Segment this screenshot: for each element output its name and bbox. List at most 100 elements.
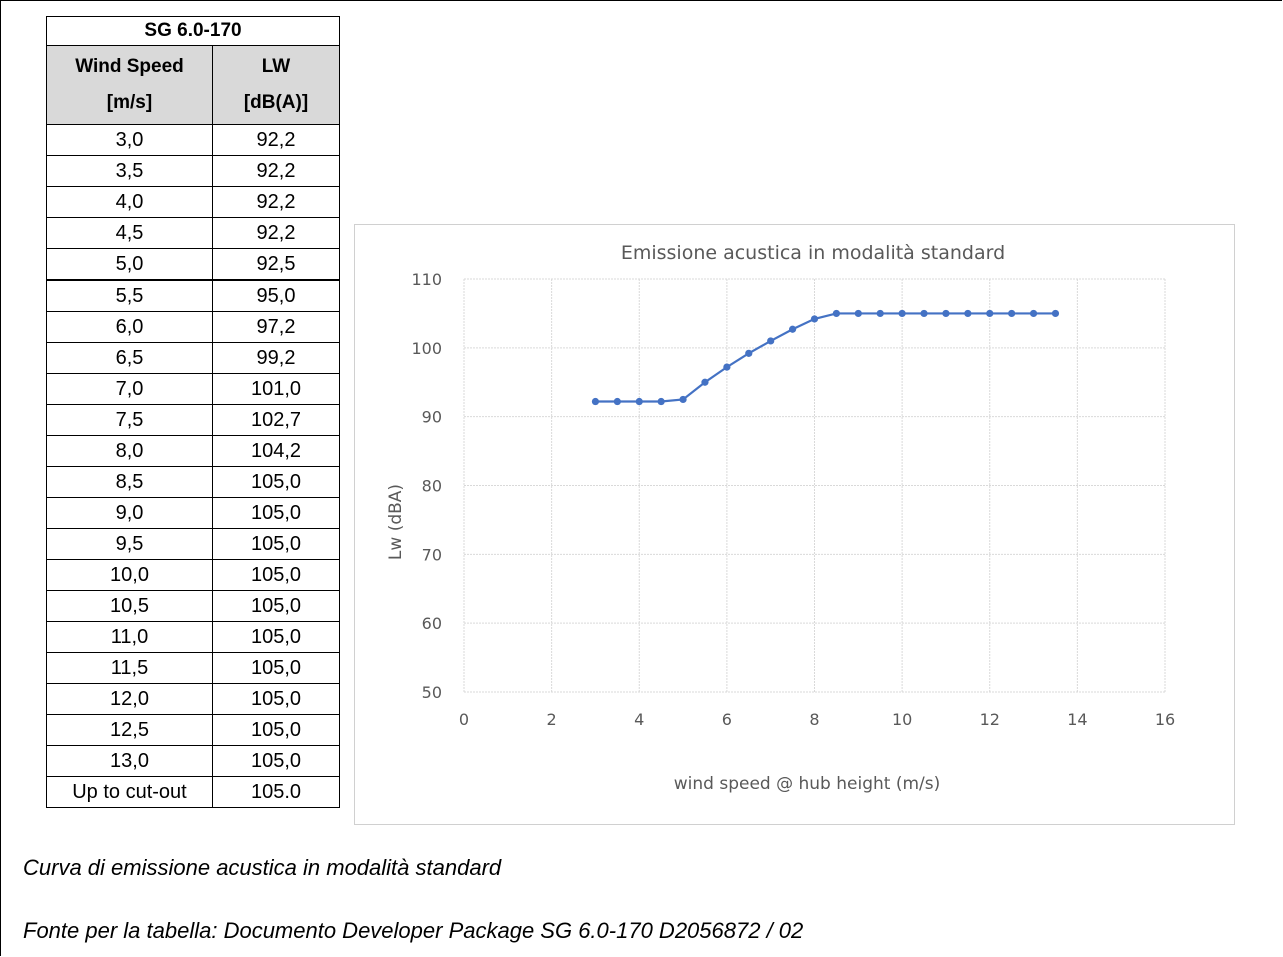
data-point <box>1029 309 1038 318</box>
x-tick-label: 12 <box>980 710 1000 729</box>
data-point <box>986 309 994 318</box>
data-point <box>635 397 643 406</box>
y-tick-label: 50 <box>422 683 442 702</box>
cell-lw: 105,0 <box>212 497 340 529</box>
cell-wind-speed: 6,0 <box>46 311 213 343</box>
cell-lw: 105,0 <box>212 714 340 746</box>
table-row: 4,5 92,2 <box>46 217 340 249</box>
table-row: 12,5 105,0 <box>46 714 340 746</box>
cell-lw: 97,2 <box>212 311 340 343</box>
table-title-row: SG 6.0-170 <box>46 16 340 46</box>
x-tick-label: 0 <box>459 710 469 729</box>
x-tick-label: 8 <box>809 710 819 729</box>
data-point <box>854 309 862 318</box>
table-row: 5,5 95,0 <box>46 279 340 312</box>
cell-lw: 105.0 <box>212 776 340 808</box>
cell-wind-speed: 12,0 <box>46 683 213 715</box>
table-row: 8,5 105,0 <box>46 466 340 498</box>
cell-lw: 92,2 <box>212 217 340 249</box>
data-point <box>832 309 841 318</box>
cell-lw: 92,5 <box>212 248 340 281</box>
chart-title: Emissione acustica in modalità standard <box>621 242 1005 264</box>
table-header-row: Wind Speed [m/s] LW [dB(A)] <box>46 45 340 125</box>
cell-lw: 92,2 <box>212 124 340 156</box>
cell-wind-speed: 3,5 <box>46 155 213 187</box>
data-point <box>591 397 600 406</box>
header-lw-unit: [dB(A)] <box>243 92 309 113</box>
cell-wind-speed: 8,0 <box>46 435 213 467</box>
header-wind-speed-unit: [m/s] <box>106 92 153 113</box>
header-lw: LW [dB(A)] <box>212 45 340 125</box>
table-row: Up to cut-out 105.0 <box>46 776 340 808</box>
cell-lw: 102,7 <box>212 404 340 436</box>
data-point <box>876 309 884 318</box>
table-row: 3,0 92,2 <box>46 124 340 156</box>
y-tick-label: 100 <box>411 339 442 358</box>
cell-wind-speed: 4,0 <box>46 186 213 218</box>
y-tick-label: 70 <box>422 545 442 564</box>
table-row: 13,0 105,0 <box>46 745 340 777</box>
table-row: 9,0 105,0 <box>46 497 340 529</box>
cell-wind-speed: 4,5 <box>46 217 213 249</box>
cell-wind-speed: Up to cut-out <box>46 776 213 808</box>
header-wind-speed: Wind Speed [m/s] <box>46 45 213 125</box>
cell-lw: 105,0 <box>212 683 340 715</box>
caption-source: Fonte per la tabella: Documento Develope… <box>23 918 804 943</box>
chart-svg: Emissione acustica in modalità standard … <box>386 242 1175 794</box>
y-tick-label: 80 <box>422 477 442 496</box>
table-row: 9,5 105,0 <box>46 528 340 560</box>
table-row: 11,0 105,0 <box>46 621 340 653</box>
table-row: 6,0 97,2 <box>46 311 340 343</box>
chart-grid <box>463 278 1166 693</box>
cell-lw: 105,0 <box>212 528 340 560</box>
y-axis-label: Lw (dBA) <box>386 484 406 560</box>
table-row: 7,0 101,0 <box>46 373 340 405</box>
table-title: SG 6.0-170 <box>46 16 340 46</box>
y-tick-label: 60 <box>422 614 442 633</box>
data-point <box>723 363 731 371</box>
caption-chart: Curva di emissione acustica in modalità … <box>23 855 502 880</box>
table-row: 11,5 105,0 <box>46 652 340 684</box>
table-row: 7,5 102,7 <box>46 404 340 436</box>
x-tick-label: 16 <box>1155 710 1175 729</box>
data-point <box>1051 309 1060 318</box>
cell-wind-speed: 12,5 <box>46 714 213 746</box>
x-tick-label: 4 <box>634 710 644 729</box>
data-point <box>657 397 665 406</box>
cell-lw: 104,2 <box>212 435 340 467</box>
x-axis-label: wind speed @ hub height (m/s) <box>674 774 941 794</box>
noise-table: SG 6.0-170 Wind Speed [m/s] LW [dB(A)] 3… <box>46 16 340 808</box>
cell-wind-speed: 13,0 <box>46 745 213 777</box>
cell-wind-speed: 6,5 <box>46 342 213 374</box>
cell-wind-speed: 10,5 <box>46 590 213 622</box>
table-row: 12,0 105,0 <box>46 683 340 715</box>
x-tick-label: 6 <box>722 710 732 729</box>
cell-lw: 105,0 <box>212 466 340 498</box>
table-row: 10,5 105,0 <box>46 590 340 622</box>
cell-lw: 105,0 <box>212 745 340 777</box>
cell-lw: 105,0 <box>212 621 340 653</box>
cell-wind-speed: 5,0 <box>46 248 213 281</box>
y-tick-label: 110 <box>411 270 442 289</box>
data-point <box>920 309 928 318</box>
y-tick-label: 90 <box>422 408 442 427</box>
data-point <box>613 397 621 406</box>
cell-lw: 92,2 <box>212 186 340 218</box>
data-point <box>898 309 906 318</box>
cell-wind-speed: 7,5 <box>46 404 213 436</box>
cell-wind-speed: 3,0 <box>46 124 213 156</box>
table-row: 4,0 92,2 <box>46 186 340 218</box>
cell-wind-speed: 9,0 <box>46 497 213 529</box>
table-row: 8,0 104,2 <box>46 435 340 467</box>
cell-wind-speed: 7,0 <box>46 373 213 405</box>
series-line <box>595 312 1056 403</box>
table-body: 3,0 92,2 3,5 92,2 4,0 92,2 4,5 92,2 5,0 92,5 5,5 95… <box>46 124 340 808</box>
table-row: 6,5 99,2 <box>46 342 340 374</box>
data-point <box>679 395 687 404</box>
cell-wind-speed: 8,5 <box>46 466 213 498</box>
x-axis-ticks: 0 2 4 6 8 10 12 14 16 <box>459 710 1175 729</box>
cell-lw: 92,2 <box>212 155 340 187</box>
table-row: 10,0 105,0 <box>46 559 340 591</box>
header-wind-speed-label: Wind Speed <box>75 56 184 77</box>
